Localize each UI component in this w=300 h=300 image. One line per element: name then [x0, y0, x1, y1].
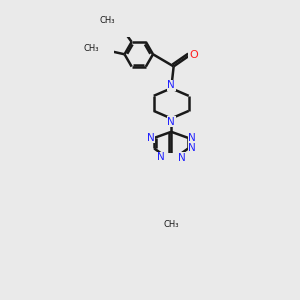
Text: N: N — [146, 133, 154, 143]
Text: N: N — [167, 80, 175, 90]
Text: N: N — [188, 133, 196, 143]
Text: CH₃: CH₃ — [100, 16, 115, 25]
Text: N: N — [158, 152, 165, 162]
Text: O: O — [189, 50, 198, 60]
Text: N: N — [188, 143, 196, 153]
Text: CH₃: CH₃ — [84, 44, 99, 53]
Text: CH₃: CH₃ — [164, 220, 179, 230]
Text: N: N — [167, 117, 175, 127]
Text: N: N — [178, 153, 185, 163]
